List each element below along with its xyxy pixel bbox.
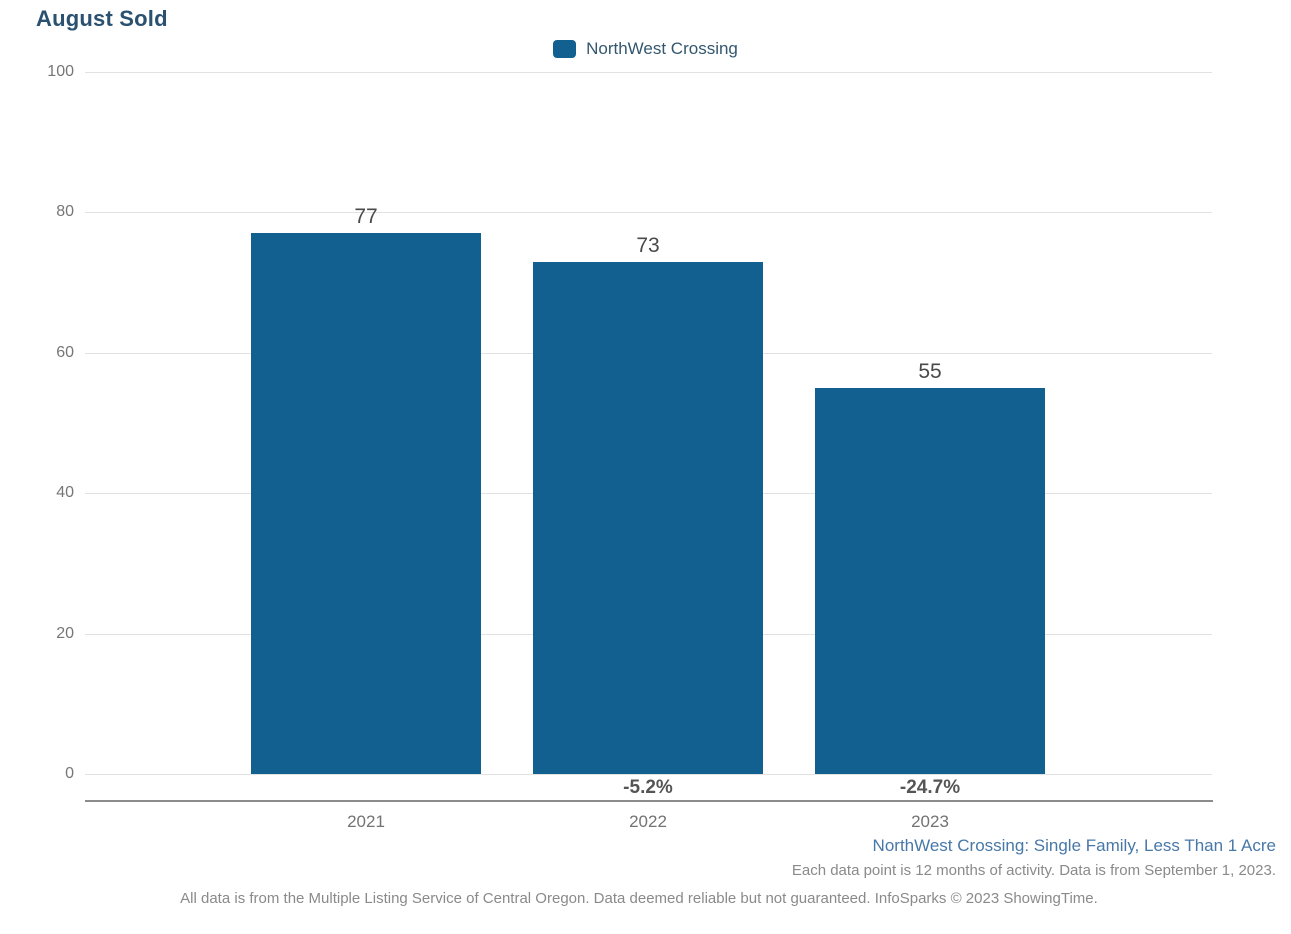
pct-change-label: -24.7% — [899, 777, 961, 798]
plot-area: 77 73 55 — [85, 72, 1212, 775]
y-tick-label: 40 — [56, 484, 74, 502]
bar-value-label: 55 — [918, 359, 942, 383]
legend[interactable]: NorthWest Crossing — [0, 39, 1291, 59]
x-axis-line — [85, 800, 1213, 802]
bar-2022[interactable] — [533, 261, 763, 774]
bar-2023[interactable] — [815, 387, 1045, 774]
y-tick-label: 100 — [47, 63, 74, 80]
gridline-y-0 — [85, 774, 1212, 775]
footer-segment-label[interactable]: NorthWest Crossing: Single Family, Less … — [872, 836, 1276, 855]
page-title: August Sold — [36, 6, 168, 31]
gridline-y-80 — [85, 212, 1212, 214]
y-tick-label: 60 — [56, 343, 74, 361]
x-tick-label: 2021 — [347, 812, 385, 831]
legend-swatch-icon — [553, 40, 577, 58]
footer-data-note: Each data point is 12 months of activity… — [791, 862, 1276, 879]
y-tick-label: 20 — [56, 624, 74, 642]
pct-change-label: -5.2% — [623, 777, 673, 798]
y-tick-label: 0 — [65, 765, 74, 782]
footer-disclaimer: All data is from the Multiple Listing Se… — [180, 890, 1098, 907]
bar-value-label: 73 — [636, 233, 660, 257]
legend-label: NorthWest Crossing — [586, 39, 738, 58]
bar-2021[interactable] — [251, 233, 481, 774]
gridline-y-100 — [85, 72, 1212, 73]
x-tick-label: 2022 — [629, 812, 667, 831]
x-tick-label: 2023 — [911, 812, 949, 831]
y-tick-label: 80 — [56, 203, 74, 221]
bar-value-label: 77 — [354, 205, 378, 229]
